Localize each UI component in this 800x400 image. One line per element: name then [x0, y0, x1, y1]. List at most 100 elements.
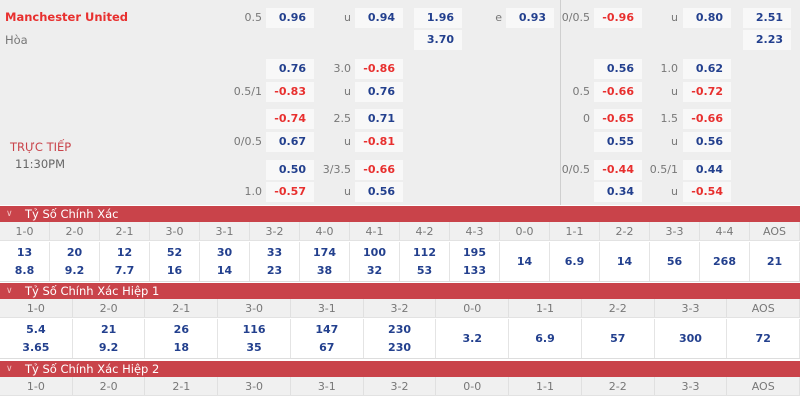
- section-header[interactable]: ∨ Tỷ Số Chính Xác: [0, 206, 800, 222]
- odds-button[interactable]: -0.96: [594, 8, 642, 28]
- odds-button[interactable]: -0.66: [683, 109, 731, 129]
- odds-button[interactable]: -0.66: [355, 160, 403, 180]
- chevron-down-icon[interactable]: ∨: [6, 286, 13, 296]
- score-odds-cell[interactable]: 13 8.8: [0, 242, 50, 281]
- score-odds-cell[interactable]: 14: [500, 242, 550, 281]
- score-odds-cell[interactable]: 174 38: [300, 242, 350, 281]
- score-odds-cell[interactable]: 3.2: [436, 319, 510, 358]
- score-odds-cell[interactable]: 20 9.2: [50, 242, 100, 281]
- score-odds-cell[interactable]: 116 35: [218, 319, 291, 358]
- score-odds-cell[interactable]: 21 9.2: [73, 319, 146, 358]
- draw-label: Hòa: [5, 33, 28, 47]
- score-odds-cell[interactable]: 268: [700, 242, 750, 281]
- score-odds-cell[interactable]: 6.9: [550, 242, 600, 281]
- odds-value: 174: [313, 246, 336, 259]
- odds-line-label: u: [344, 185, 351, 198]
- score-odds-cell[interactable]: 230 230: [364, 319, 437, 358]
- odds-line-label: u: [344, 11, 351, 24]
- odds-button[interactable]: 0.62: [683, 59, 731, 79]
- odds-button[interactable]: 0.93: [506, 8, 554, 28]
- odds-value: 18: [173, 341, 189, 354]
- odds-button[interactable]: 0.56: [355, 182, 403, 202]
- odds-button[interactable]: 0.34: [594, 182, 642, 202]
- score-odds-cell[interactable]: 12 7.7: [100, 242, 150, 281]
- odds-button[interactable]: 1.96: [414, 8, 462, 28]
- score-odds-cell[interactable]: 100 32: [350, 242, 400, 281]
- score-odds-cell[interactable]: 5.4 3.65: [0, 319, 73, 358]
- odds-button[interactable]: -0.81: [355, 132, 403, 152]
- score-header: 3-1: [291, 377, 364, 395]
- match-time: 11:30PM: [15, 157, 65, 171]
- section-header[interactable]: ∨ Tỷ Số Chính Xác Hiệp 2: [0, 361, 800, 377]
- odds-line-label: u: [671, 135, 678, 148]
- chevron-down-icon[interactable]: ∨: [6, 209, 13, 219]
- score-odds-cell[interactable]: 14: [600, 242, 650, 281]
- odds-value: 268: [713, 255, 736, 268]
- score-odds-row: 13 8.8 20 9.2 12 7.7 52 16 30 14 33 23 174 38 100 32 112…: [0, 242, 800, 282]
- odds-button[interactable]: 0.76: [355, 82, 403, 102]
- odds-button[interactable]: -0.74: [266, 109, 314, 129]
- odds-line-label: 0: [583, 112, 590, 125]
- score-odds-cell[interactable]: 6.9: [509, 319, 582, 358]
- score-header: 4-0: [300, 222, 350, 240]
- odds-button[interactable]: 0.56: [594, 59, 642, 79]
- score-odds-cell[interactable]: 195 133: [450, 242, 500, 281]
- odds-value: 72: [755, 332, 771, 345]
- odds-panel: Manchester United Hòa TRỰC TIẾP 11:30PM …: [0, 0, 800, 205]
- score-odds-cell[interactable]: 57: [582, 319, 655, 358]
- odds-button[interactable]: 0.96: [266, 8, 314, 28]
- score-odds-cell[interactable]: 21: [750, 242, 800, 281]
- section-header[interactable]: ∨ Tỷ Số Chính Xác Hiệp 1: [0, 283, 800, 299]
- odds-button[interactable]: 2.23: [743, 30, 791, 50]
- score-header: AOS: [727, 299, 800, 317]
- score-header: 4-1: [350, 222, 400, 240]
- odds-line-label: 0/0.5: [561, 11, 590, 24]
- odds-value: 21: [100, 323, 117, 336]
- score-odds-cell[interactable]: 26 18: [145, 319, 219, 358]
- odds-button[interactable]: 2.51: [743, 8, 791, 28]
- chevron-down-icon[interactable]: ∨: [6, 364, 13, 374]
- odds-button[interactable]: 0.50: [266, 160, 314, 180]
- odds-button[interactable]: -0.54: [683, 182, 731, 202]
- odds-button[interactable]: -0.66: [594, 82, 642, 102]
- score-odds-cell[interactable]: 33 23: [250, 242, 300, 281]
- odds-value: 30: [216, 246, 233, 259]
- score-header: 4-4: [700, 222, 750, 240]
- score-header: 3-3: [655, 377, 728, 395]
- odds-button[interactable]: 0.80: [683, 8, 731, 28]
- odds-button[interactable]: -0.83: [266, 82, 314, 102]
- odds-value: 230: [388, 341, 412, 354]
- odds-button[interactable]: 0.56: [683, 132, 731, 152]
- score-odds-cell[interactable]: 300: [655, 319, 728, 358]
- odds-button[interactable]: 0.94: [355, 8, 403, 28]
- odds-button[interactable]: -0.57: [266, 182, 314, 202]
- odds-button[interactable]: -0.86: [355, 59, 403, 79]
- score-header: 2-2: [600, 222, 650, 240]
- odds-button[interactable]: 0.67: [266, 132, 314, 152]
- score-header: 2-2: [582, 299, 655, 317]
- score-odds-cell[interactable]: 30 14: [200, 242, 250, 281]
- odds-button[interactable]: -0.65: [594, 109, 642, 129]
- odds-line-label: 0.5/1: [233, 85, 262, 98]
- odds-line-label: 1.0: [244, 185, 263, 198]
- odds-button[interactable]: -0.44: [594, 160, 642, 180]
- score-odds-cell[interactable]: 52 16: [150, 242, 200, 281]
- odds-button[interactable]: -0.72: [683, 82, 731, 102]
- score-odds-cell[interactable]: 72: [727, 319, 800, 358]
- odds-button[interactable]: 3.70: [414, 30, 462, 50]
- score-header: 4-3: [450, 222, 500, 240]
- odds-button[interactable]: 0.76: [266, 59, 314, 79]
- odds-line-label: 0.5: [572, 85, 591, 98]
- odds-line-label: 0/0.5: [561, 163, 590, 176]
- odds-button[interactable]: 0.55: [594, 132, 642, 152]
- score-odds-cell[interactable]: 112 53: [400, 242, 450, 281]
- odds-button[interactable]: 0.71: [355, 109, 403, 129]
- odds-button[interactable]: 0.44: [683, 160, 731, 180]
- score-odds-cell[interactable]: 56: [650, 242, 700, 281]
- odds-value: 300: [678, 332, 702, 345]
- odds-value: 35: [246, 341, 262, 354]
- score-header: AOS: [727, 377, 800, 395]
- odds-value: 195: [463, 246, 486, 259]
- odds-line-label: u: [671, 185, 678, 198]
- score-odds-cell[interactable]: 147 67: [291, 319, 364, 358]
